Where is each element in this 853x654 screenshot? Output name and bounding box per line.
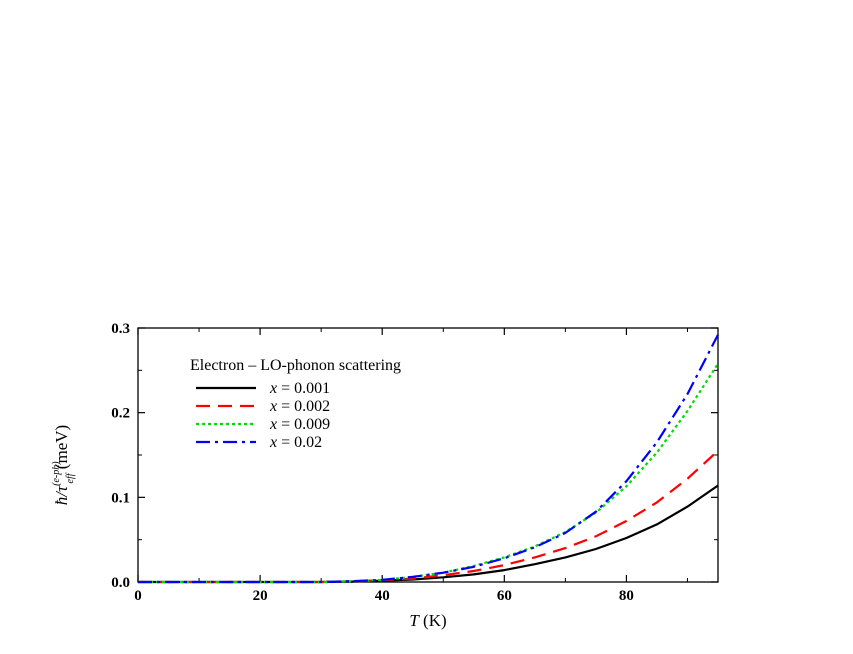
legend-entry-label: x = 0.009 <box>269 416 330 433</box>
series-line <box>138 334 719 584</box>
x-tick-label: 80 <box>619 588 634 604</box>
legend-entry-label: x = 0.001 <box>269 380 330 397</box>
series-line <box>138 449 719 584</box>
legend-entry-label: x = 0.02 <box>269 434 322 451</box>
series-line <box>138 484 719 584</box>
legend-entry-label: x = 0.002 <box>269 398 330 415</box>
x-tick-label: 0 <box>134 588 142 604</box>
series-line <box>138 363 719 584</box>
legend-title: Electron – LO-phonon scattering <box>190 357 401 374</box>
y-axis-label: ħ/τ(e-ph) eff (meV) <box>51 425 76 505</box>
x-tick-label: 60 <box>497 588 512 604</box>
y-tick-label: 0.1 <box>111 490 130 506</box>
y-tick-label: 0.3 <box>111 321 130 337</box>
x-tick-label: 40 <box>375 588 390 604</box>
y-tick-label: 0.2 <box>111 406 130 422</box>
y-tick-label: 0.0 <box>111 575 130 591</box>
x-tick-label: 20 <box>253 588 268 604</box>
x-axis-label: T (K) <box>409 611 446 630</box>
